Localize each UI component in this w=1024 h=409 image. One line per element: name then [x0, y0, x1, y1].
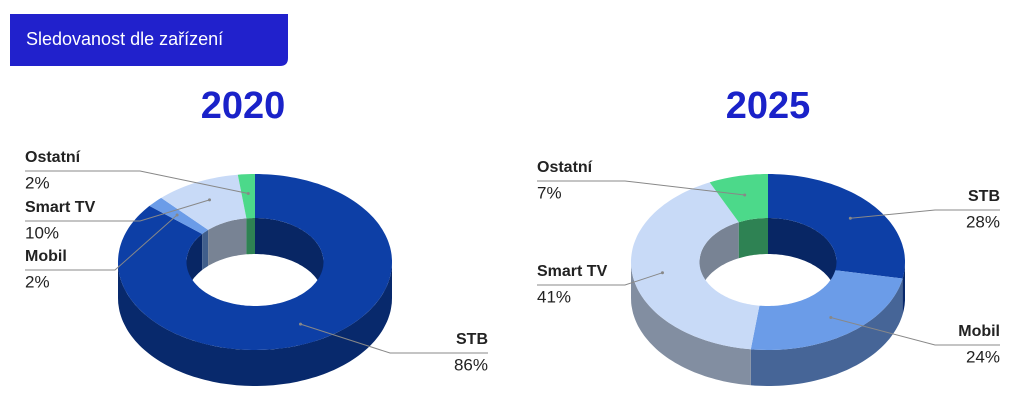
leader-dot [175, 213, 179, 217]
leader-dot [743, 193, 747, 197]
leader-dot [208, 198, 212, 202]
slice-inner-wall [202, 229, 209, 270]
leader-line [25, 199, 210, 222]
header-badge [10, 14, 288, 66]
leader-line [25, 170, 249, 194]
slice [149, 197, 209, 234]
slice-side [750, 278, 903, 386]
slice-inner-wall [768, 218, 837, 298]
slice [237, 174, 255, 219]
slice-inner-wall [738, 218, 768, 259]
leader-line [830, 317, 1000, 346]
slice-value: 2% [25, 173, 50, 192]
slice [118, 174, 392, 350]
leader-dot [829, 316, 833, 320]
leader-line [850, 209, 1000, 219]
slice-name: Ostatní [537, 159, 593, 176]
slice-name: Ostatní [25, 149, 81, 166]
slice-value: 28% [966, 212, 1000, 231]
slice-inner-wall [699, 222, 739, 298]
leader-dot [660, 271, 664, 275]
slice-name: Smart TV [25, 199, 96, 216]
leader-line [537, 180, 745, 196]
chart-title: 2020 [201, 85, 286, 127]
slice-inner-wall [246, 218, 255, 255]
slice [631, 182, 760, 350]
slice-value: 7% [537, 183, 562, 202]
slice-name: STB [456, 331, 488, 348]
leader-dot [298, 322, 302, 326]
slice-side [118, 262, 392, 386]
slice-value: 86% [454, 355, 488, 374]
slice-value: 24% [966, 347, 1000, 366]
slice-side [631, 262, 751, 386]
leader-dot [246, 191, 250, 195]
slice-name: Mobil [25, 248, 67, 265]
header-title: Sledovanost dle zařízení [26, 29, 223, 49]
slice-inner-wall [208, 218, 247, 266]
leader-line [537, 272, 663, 286]
slice-value: 2% [25, 272, 50, 291]
slice-value: 10% [25, 223, 59, 242]
slice [709, 174, 768, 223]
slice-inner-wall [255, 218, 324, 298]
leader-line [300, 323, 488, 354]
slice [750, 270, 903, 350]
chart-title: 2025 [726, 85, 811, 127]
slice-side [902, 262, 905, 315]
slice-name: Smart TV [537, 263, 608, 280]
slice-value: 41% [537, 287, 571, 306]
leader-line [25, 214, 178, 271]
leader-dot [848, 216, 852, 220]
slice [768, 174, 905, 279]
slice-name: Mobil [958, 323, 1000, 340]
slice-name: STB [968, 188, 1000, 205]
